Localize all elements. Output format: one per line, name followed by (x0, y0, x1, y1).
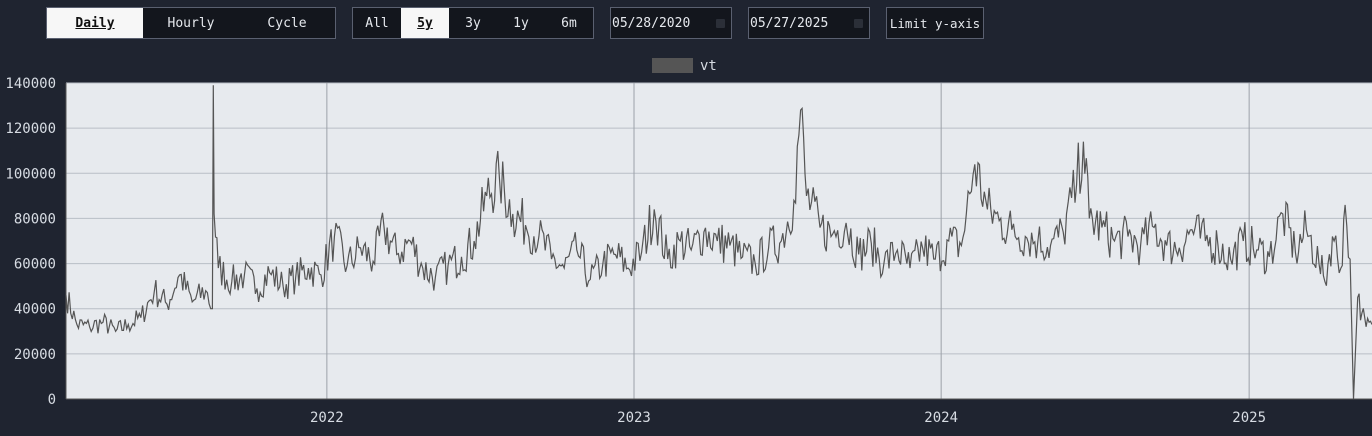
gridlines (65, 82, 1372, 400)
plot-area (66, 83, 1372, 399)
legend-swatch (652, 58, 693, 73)
start-date-input[interactable]: 05/28/2020 (610, 7, 732, 39)
x-axis: 2022 2023 2024 2025 (310, 410, 1266, 426)
y-tick-label: 80000 (14, 211, 56, 227)
x-tick-label: 2022 (310, 410, 344, 426)
range-3y-button[interactable]: 3y (449, 8, 497, 38)
end-date-value: 05/27/2025 (750, 15, 829, 31)
y-tick-label: 40000 (14, 302, 56, 318)
range-toggle-group: All 5y 3y 1y 6m (352, 7, 594, 39)
series-line-vt (65, 85, 1372, 400)
y-axis: 0 20000 40000 60000 80000 100000 120000 140000 (5, 76, 56, 408)
cycle-button[interactable]: Cycle (239, 8, 335, 38)
limit-y-axis-button[interactable]: Limit y-axis (886, 7, 984, 39)
calendar-icon[interactable] (854, 19, 863, 28)
x-tick-label: 2024 (924, 410, 958, 426)
x-tick-label: 2023 (617, 410, 651, 426)
y-tick-label: 20000 (14, 347, 56, 363)
end-date-input[interactable]: 05/27/2025 (748, 7, 870, 39)
x-tick-label: 2025 (1232, 410, 1266, 426)
y-tick-label: 140000 (5, 76, 56, 92)
calendar-icon[interactable] (716, 19, 725, 28)
y-tick-label: 100000 (5, 166, 56, 182)
range-all-button[interactable]: All (353, 8, 401, 38)
range-6m-button[interactable]: 6m (545, 8, 593, 38)
y-tick-label: 120000 (5, 121, 56, 137)
range-5y-button[interactable]: 5y (401, 8, 449, 38)
hourly-button[interactable]: Hourly (143, 8, 239, 38)
resolution-toggle-group: Daily Hourly Cycle (46, 7, 336, 39)
legend-label: vt (700, 58, 717, 74)
y-tick-label: 0 (48, 392, 56, 408)
series-group (65, 85, 1372, 400)
start-date-value: 05/28/2020 (612, 15, 691, 31)
y-tick-label: 60000 (14, 257, 56, 273)
daily-button[interactable]: Daily (47, 8, 143, 38)
line-chart: vt 0 20000 40000 60000 80000 100000 120000 1400… (5, 58, 1372, 426)
range-1y-button[interactable]: 1y (497, 8, 545, 38)
chart-legend: vt (652, 58, 717, 74)
